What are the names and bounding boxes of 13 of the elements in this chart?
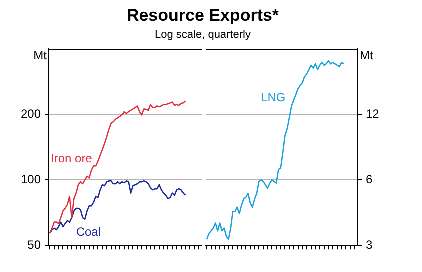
y-tick-label: 12 — [366, 106, 380, 121]
series-label: LNG — [261, 90, 286, 105]
y-tick-label: 3 — [366, 238, 373, 252]
y-axis-title: Mt — [34, 48, 48, 63]
chart-subtitle: Log scale, quarterly — [154, 29, 252, 41]
y-tick-label: 200 — [20, 106, 42, 121]
y-tick-label: 50 — [28, 238, 42, 252]
series-label: Coal — [76, 224, 102, 239]
y-tick-label: 6 — [366, 172, 373, 186]
y-tick-label: 100 — [20, 172, 42, 186]
series-label: Iron ore — [51, 152, 93, 166]
chart-title: Resource Exports* — [126, 6, 280, 26]
y-axis-title: Mt — [360, 48, 374, 63]
